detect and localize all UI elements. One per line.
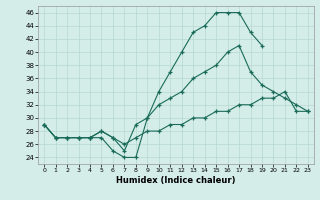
X-axis label: Humidex (Indice chaleur): Humidex (Indice chaleur) <box>116 176 236 185</box>
